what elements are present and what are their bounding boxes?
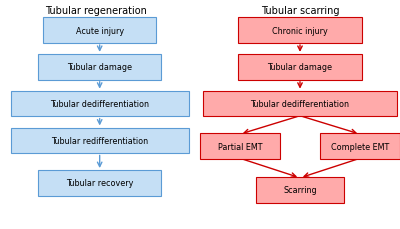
Text: Complete EMT: Complete EMT xyxy=(331,142,389,151)
FancyBboxPatch shape xyxy=(256,177,344,203)
FancyBboxPatch shape xyxy=(204,91,397,117)
FancyBboxPatch shape xyxy=(38,170,161,196)
FancyBboxPatch shape xyxy=(43,18,156,44)
Text: Tubular dedifferentiation: Tubular dedifferentiation xyxy=(50,100,149,109)
Text: Partial EMT: Partial EMT xyxy=(218,142,262,151)
Text: Acute injury: Acute injury xyxy=(76,26,124,35)
Text: Scarring: Scarring xyxy=(283,185,317,195)
Text: Tubular dedifferentiation: Tubular dedifferentiation xyxy=(250,100,350,109)
Text: Tubular scarring: Tubular scarring xyxy=(261,6,339,16)
FancyBboxPatch shape xyxy=(238,55,362,80)
Text: Chronic injury: Chronic injury xyxy=(272,26,328,35)
FancyBboxPatch shape xyxy=(11,91,188,117)
Text: Tubular damage: Tubular damage xyxy=(67,63,132,72)
FancyBboxPatch shape xyxy=(200,134,280,159)
Text: Tubular recovery: Tubular recovery xyxy=(66,179,133,188)
FancyBboxPatch shape xyxy=(38,55,161,80)
FancyBboxPatch shape xyxy=(238,18,362,44)
Text: Tubular damage: Tubular damage xyxy=(268,63,332,72)
FancyBboxPatch shape xyxy=(11,128,188,153)
FancyBboxPatch shape xyxy=(320,134,400,159)
Text: Tubular redifferentiation: Tubular redifferentiation xyxy=(51,136,148,145)
Text: Tubular regeneration: Tubular regeneration xyxy=(45,6,147,16)
